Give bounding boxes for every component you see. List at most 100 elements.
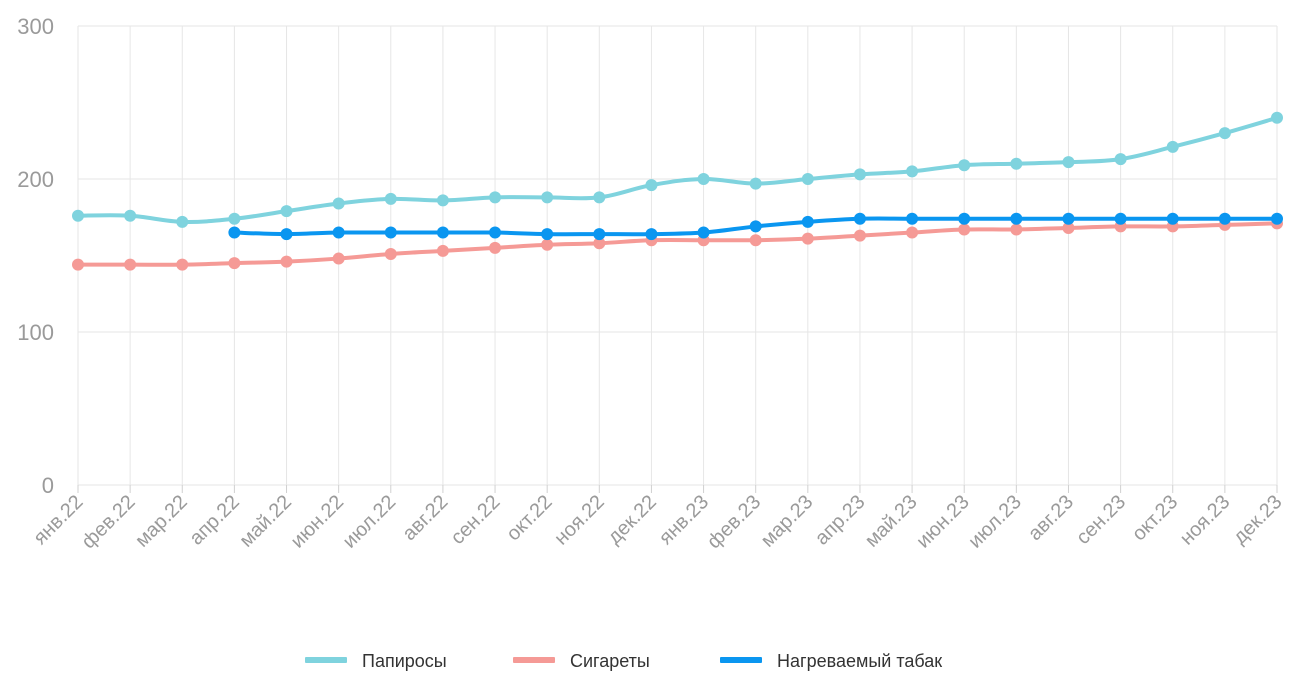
x-tick-label: янв.23 bbox=[655, 491, 713, 549]
data-point[interactable] bbox=[436, 194, 449, 207]
data-point[interactable] bbox=[176, 258, 189, 271]
data-point[interactable] bbox=[906, 165, 919, 178]
data-point[interactable] bbox=[1010, 157, 1023, 170]
legend: Папиросы Сигареты Нагреваемый табак bbox=[305, 651, 942, 671]
data-point[interactable] bbox=[541, 238, 554, 251]
data-point[interactable] bbox=[384, 226, 397, 239]
data-point[interactable] bbox=[1114, 153, 1127, 166]
data-point[interactable] bbox=[1010, 212, 1023, 225]
x-tick-label: май.23 bbox=[861, 491, 922, 552]
data-point[interactable] bbox=[958, 159, 971, 172]
data-point[interactable] bbox=[489, 226, 502, 239]
data-point[interactable] bbox=[853, 229, 866, 242]
data-point[interactable] bbox=[1062, 221, 1075, 234]
data-point[interactable] bbox=[541, 228, 554, 241]
data-point[interactable] bbox=[72, 258, 84, 271]
data-point[interactable] bbox=[801, 215, 814, 228]
data-point[interactable] bbox=[749, 177, 762, 190]
data-point[interactable] bbox=[1271, 111, 1283, 124]
y-tick-label: 100 bbox=[17, 320, 54, 345]
data-point[interactable] bbox=[489, 191, 502, 204]
data-point[interactable] bbox=[332, 197, 345, 210]
data-point[interactable] bbox=[906, 226, 919, 239]
data-point[interactable] bbox=[645, 228, 658, 241]
data-point[interactable] bbox=[593, 191, 606, 204]
x-tick-label: авг.23 bbox=[1024, 491, 1078, 545]
grid-layer bbox=[77, 25, 1278, 493]
x-tick-label: июл.23 bbox=[964, 491, 1026, 553]
legend-swatch bbox=[305, 657, 347, 663]
data-point[interactable] bbox=[124, 209, 137, 222]
data-point[interactable] bbox=[697, 226, 710, 239]
data-point[interactable] bbox=[645, 179, 658, 192]
data-point[interactable] bbox=[176, 215, 189, 228]
x-tick-label: дек.23 bbox=[1229, 491, 1287, 549]
data-point[interactable] bbox=[749, 234, 762, 247]
x-tick-label: мар.23 bbox=[757, 491, 818, 552]
data-point[interactable] bbox=[384, 247, 397, 260]
data-point[interactable] bbox=[1010, 223, 1023, 236]
data-point[interactable] bbox=[332, 252, 345, 265]
data-point[interactable] bbox=[1166, 212, 1179, 225]
x-tick-label: янв.22 bbox=[29, 491, 87, 549]
data-point[interactable] bbox=[1271, 212, 1283, 225]
data-point[interactable] bbox=[593, 228, 606, 241]
x-tick-label: фев.22 bbox=[77, 491, 139, 553]
data-point[interactable] bbox=[593, 237, 606, 250]
data-point[interactable] bbox=[801, 232, 814, 245]
y-tick-label: 300 bbox=[17, 14, 54, 39]
data-point[interactable] bbox=[853, 212, 866, 225]
legend-item[interactable]: Сигареты bbox=[513, 651, 650, 671]
legend-item[interactable]: Нагреваемый табак bbox=[720, 651, 942, 671]
data-point[interactable] bbox=[906, 212, 919, 225]
data-point[interactable] bbox=[280, 255, 293, 268]
x-tick-label: ноя.23 bbox=[1176, 491, 1235, 550]
data-point[interactable] bbox=[958, 212, 971, 225]
data-point[interactable] bbox=[280, 205, 293, 218]
data-point[interactable] bbox=[853, 168, 866, 181]
data-point[interactable] bbox=[958, 223, 971, 236]
legend-swatch bbox=[720, 657, 762, 663]
data-point[interactable] bbox=[384, 192, 397, 205]
data-point[interactable] bbox=[280, 228, 293, 241]
x-tick-label: апр.22 bbox=[185, 491, 244, 550]
x-axis-ticks: янв.22фев.22мар.22апр.22май.22июн.22июл.… bbox=[29, 491, 1286, 553]
data-point[interactable] bbox=[436, 244, 449, 257]
x-tick-label: мар.22 bbox=[131, 491, 192, 552]
x-tick-label: сен.22 bbox=[447, 491, 505, 549]
series-1 bbox=[72, 111, 1283, 228]
data-point[interactable] bbox=[1218, 212, 1231, 225]
legend-item[interactable]: Папиросы bbox=[305, 651, 447, 671]
data-point[interactable] bbox=[1062, 212, 1075, 225]
data-point[interactable] bbox=[541, 191, 554, 204]
data-point[interactable] bbox=[697, 173, 710, 185]
x-tick-label: сен.23 bbox=[1072, 491, 1130, 549]
series-2 bbox=[72, 217, 1283, 271]
data-point[interactable] bbox=[1218, 127, 1231, 140]
data-point[interactable] bbox=[228, 257, 241, 270]
x-tick-label: ноя.22 bbox=[550, 491, 609, 550]
data-point[interactable] bbox=[1114, 212, 1127, 225]
y-axis-ticks: 0 100 200 300 bbox=[17, 14, 54, 498]
legend-swatch bbox=[513, 657, 555, 663]
data-point[interactable] bbox=[124, 258, 137, 271]
data-point[interactable] bbox=[228, 212, 241, 225]
y-tick-label: 200 bbox=[17, 167, 54, 192]
x-tick-label: июл.22 bbox=[339, 491, 401, 553]
data-point[interactable] bbox=[1062, 156, 1075, 169]
data-point[interactable] bbox=[332, 226, 345, 239]
x-tick-label: июн.22 bbox=[287, 491, 349, 553]
data-point[interactable] bbox=[749, 220, 762, 233]
data-point[interactable] bbox=[436, 226, 449, 239]
data-point[interactable] bbox=[72, 209, 84, 222]
data-point[interactable] bbox=[228, 226, 241, 239]
data-point[interactable] bbox=[489, 241, 502, 254]
x-tick-label: фев.23 bbox=[703, 491, 765, 553]
data-point[interactable] bbox=[801, 173, 814, 185]
data-point[interactable] bbox=[1166, 140, 1179, 153]
x-tick-label: окт.23 bbox=[1128, 491, 1182, 545]
x-tick-label: апр.23 bbox=[811, 491, 870, 550]
x-tick-label: май.22 bbox=[235, 491, 296, 552]
